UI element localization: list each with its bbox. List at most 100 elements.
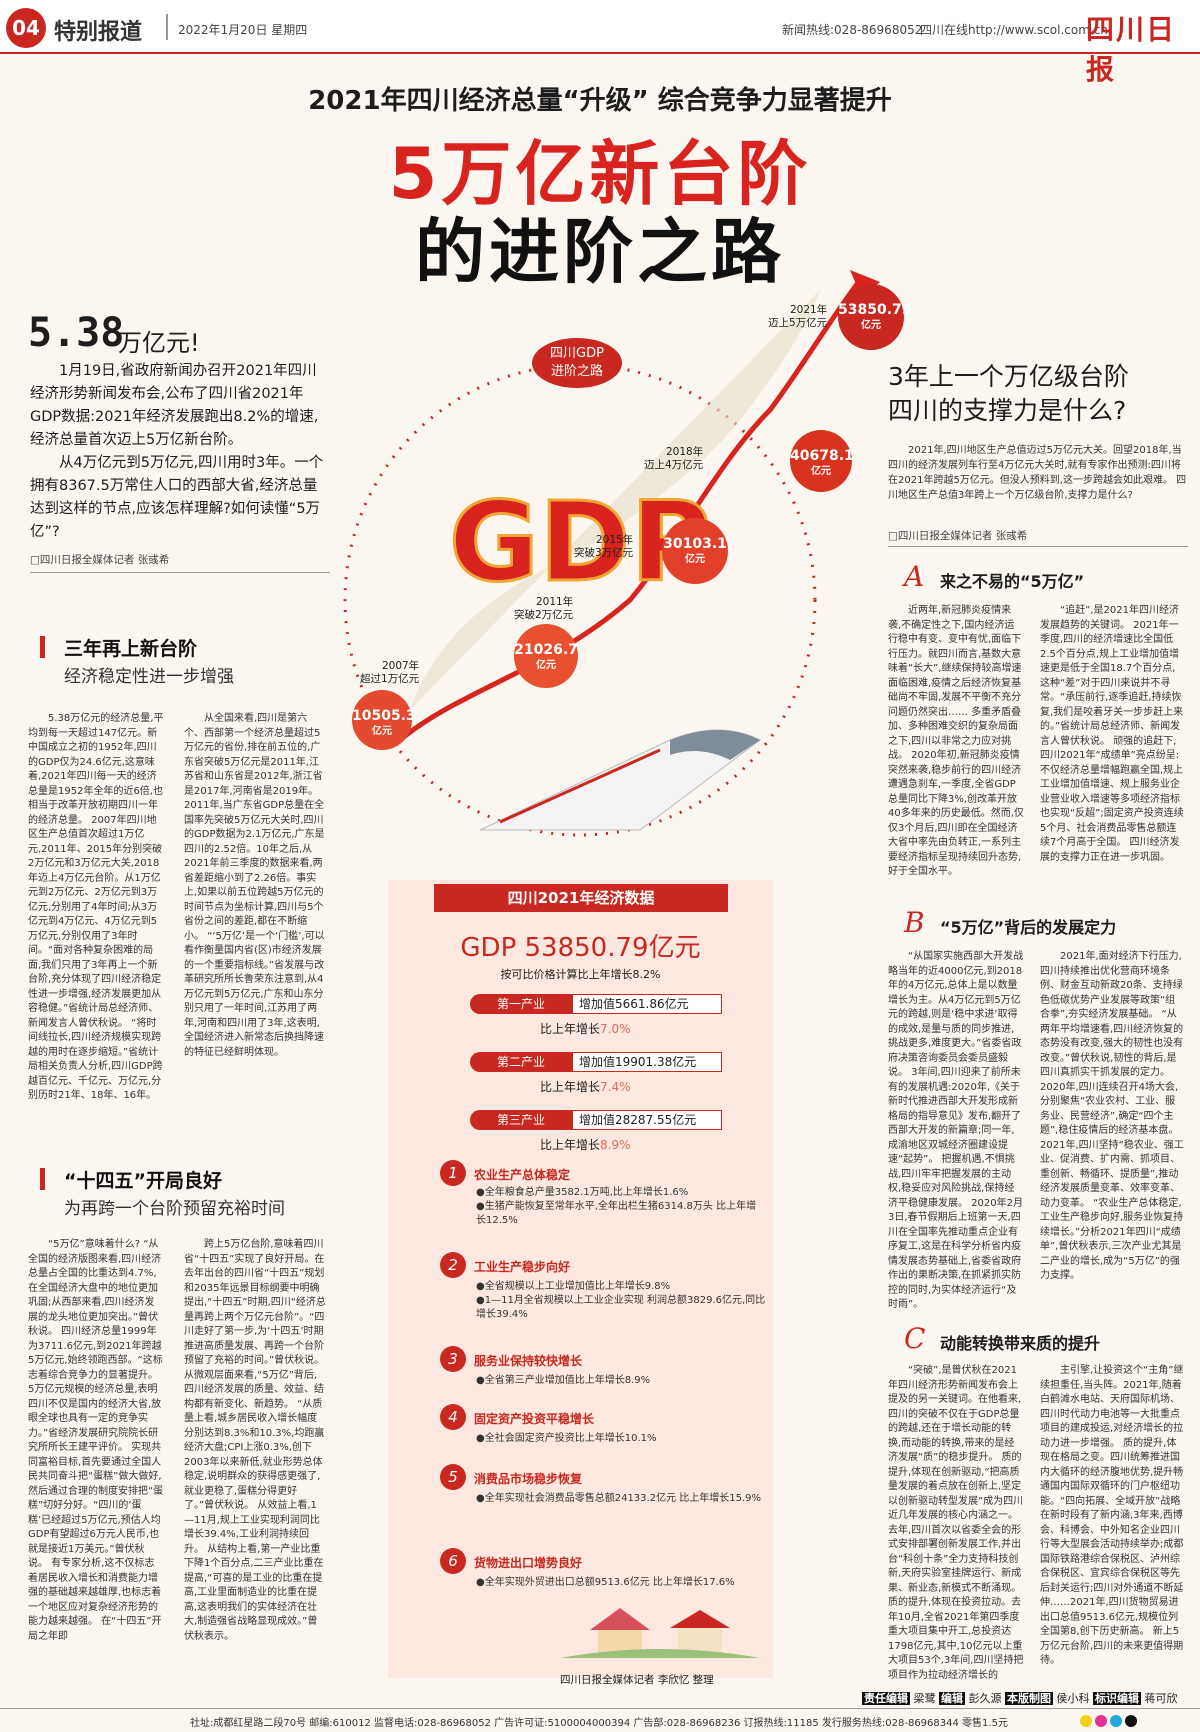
milestone-bubble-2011: 21026.7 亿元 (514, 624, 578, 688)
section2-subtitle: 为再跨一个台阶预留充裕时间 (64, 1199, 285, 1219)
milestone-note: 迈上5万亿元 (768, 317, 828, 329)
milestone-year: 2007年 (381, 660, 420, 672)
milestone-year: 2011年 (535, 596, 574, 608)
milestone-note: 迈上4万亿元 (644, 459, 704, 471)
section-letter-b: B (904, 906, 925, 939)
milestone-2018: 2018年 迈上4万亿元 (644, 446, 703, 472)
milestone-year: 2015年 (595, 534, 634, 546)
lead-p2: 从4万亿元到5万亿元,四川用时3年。一个拥有8367.5万常住人口的西部大省,经… (30, 455, 324, 540)
industry-label-tertiary: 第三产业 (470, 1110, 572, 1130)
divider (166, 14, 168, 40)
milestone-2007: 2007年 超过1万亿元 (360, 660, 419, 686)
industry-label-secondary: 第二产业 (470, 1052, 572, 1072)
section1-column-a: 5.38万亿元的经济总量,平均到每一天超过147亿元。新中国成立之初的1952年… (28, 713, 164, 1101)
item-body: ●全年粮食总产量3582.1万吨,比上年增长1.6% ●生猪产能恢复至常年水平,全… (476, 1187, 757, 1226)
item-number-6: 6 (440, 1548, 466, 1574)
main-title-line1: 5万亿新台阶 (388, 133, 812, 215)
divider (30, 572, 330, 573)
milestone-2015: 2015年 突破3万亿元 (574, 534, 633, 560)
section-name: 特别报道 (54, 20, 143, 45)
milestone-note: 超过1万亿元 (360, 673, 420, 685)
section2-column-a: “5万亿”意味着什么? “从全国的经济版图来看,四川经济总量占全国的比重达到4.… (28, 1239, 164, 1642)
milestone-note: 突破2万亿元 (514, 609, 574, 621)
gdp-path-tag: 四川GDP 进阶之路 (532, 338, 622, 388)
main-title-line2: 的进阶之路 (415, 211, 785, 293)
tag-line1: 四川GDP (550, 346, 604, 361)
milestone-bubble-2021: 53850.79 亿元 (838, 284, 912, 350)
news-hotline: 新闻热线:028-86968052 (782, 23, 923, 37)
item-title: 固定资产投资平稳增长 (474, 1412, 595, 1426)
industry-growth-tertiary: 比上年增长8.9% (540, 1138, 631, 1152)
train-icon (479, 729, 761, 831)
section-a-title: 来之不易的“5万亿” (940, 572, 1085, 591)
section-b-column2: 2021年,面对经济下行压力,四川持续推出优化营商环境条例、财金互动新政20条、… (1040, 951, 1184, 1281)
right-intro: 2021年,四川地区生产总值迈过5万亿元大关。回望2018年,当四川的经济发展列… (888, 445, 1187, 501)
section-marker (40, 636, 45, 658)
section-a-column1: 近两年,新冠肺炎疫情来袭,不确定性之下,国内经济运行稳中有变、变中有忧,面临下行… (888, 605, 1024, 877)
sichuan-map-shape (410, 290, 820, 710)
item-number-2: 2 (440, 1252, 466, 1278)
milestone-year: 2018年 (665, 446, 704, 458)
masthead-bar (0, 0, 1200, 54)
item-number-1: 1 (440, 1160, 466, 1186)
section2-title: “十四五”开局良好 (64, 1170, 222, 1192)
section-c-column2: 主引擎,让投资这个“主角”继续担重任,当头阵。2021年,随着白鹤滩水电站、天府… (1040, 1365, 1184, 1666)
newspaper-logo: 四川日报 (1086, 13, 1177, 86)
gdp-growth: 按可比价格计算比上年增长8.2% (500, 968, 661, 981)
right-title-line1: 3年上一个万亿级台阶 (888, 362, 1129, 391)
divider (888, 546, 1188, 547)
industry-growth-primary: 比上年增长7.0% (540, 1022, 631, 1036)
page-number: 04 (6, 8, 46, 48)
data-panel-credit: 四川日报全媒体记者 李欣忆 整理 (560, 1674, 714, 1686)
milestone-bubble-2007: 10505.3 亿元 (352, 690, 416, 750)
website-link[interactable]: 四川在线http://www.scol.com.cn (920, 23, 1108, 37)
right-headline: 3年上一个万亿级台阶 四川的支撑力是什么? (888, 360, 1188, 428)
industry-label-primary: 第一产业 (470, 994, 572, 1014)
right-title-line2: 四川的支撑力是什么? (888, 396, 1127, 425)
section-b-title: “5万亿”背后的发展定力 (940, 918, 1117, 937)
lead-byline: □四川日报全媒体记者 张彧希 (30, 554, 170, 566)
print-color-marks (1080, 1712, 1140, 1731)
section-c-column1: “突破”,是曾伏秋在2021年四川经济形势新闻发布会上提及的另一关键词。在他看来… (888, 1365, 1024, 1681)
milestone-bubble-2018: 40678.1 亿元 (790, 430, 854, 492)
dotted-ring (343, 363, 817, 837)
item-title: 消费品市场稳步恢复 (474, 1472, 583, 1486)
section2-column-b: 跨上5万亿台阶,意味着四川省“十四五”实现了良好开局。在去年出台的四川省“十四五… (184, 1239, 326, 1642)
tag-line2: 进阶之路 (550, 364, 603, 379)
section1-title: 三年再上新台阶 (64, 638, 198, 660)
kicker-headline: 2021年四川经济总量“升级” 综合竞争力显著提升 (308, 86, 892, 116)
section-letter-c: C (904, 1322, 926, 1355)
right-byline: □四川日报全媒体记者 张彧希 (888, 530, 1028, 542)
gdp-total: GDP 53850.79亿元 (460, 933, 701, 963)
item-number-3: 3 (440, 1346, 466, 1372)
gdp-growth-graphic: GDP (343, 270, 880, 837)
item-title: 工业生产稳步向好 (474, 1260, 571, 1274)
footer-info: 社址:成都红星路二段70号 邮编:610012 监督电话:028-8696805… (0, 1708, 1200, 1732)
lead-unit: 万亿元! (118, 329, 200, 357)
item-title: 货物进出口增势良好 (474, 1556, 583, 1570)
industry-value-primary: 增加值5661.86亿元 (572, 994, 722, 1014)
item-body: ●全年实现社会消费品零售总额24133.2亿元 比上年增长15.9% (476, 1493, 762, 1504)
section1-subtitle: 经济稳定性进一步增强 (64, 667, 234, 687)
milestone-note: 突破3万亿元 (574, 547, 634, 559)
editors-line: 责任编辑 梁鹭 编辑 彭久源 本版制图 侯小科 标识编辑 蒋可欣 (862, 1692, 1178, 1705)
section1-column-b: 从全国来看,四川是第六个、西部第一个经济总量超过5万亿元的省份,排在前五位的,广… (184, 713, 325, 1058)
item-body: ●全年实现外贸进出口总额9513.6亿元 比上年增长17.6% (476, 1577, 735, 1588)
section-c-title: 动能转换带来质的提升 (940, 1334, 1101, 1353)
milestone-bubble-2015: 30103.1 亿元 (662, 518, 728, 584)
item-number-4: 4 (440, 1404, 466, 1430)
house-illustration (560, 1608, 760, 1658)
lead-p1: 1月19日,省政府新闻办召开2021年四川经济形势新闻发布会,公布了四川省202… (30, 363, 319, 448)
issue-date: 2022年1月20日 星期四 (178, 23, 308, 37)
lead-paragraphs: 1月19日,省政府新闻办召开2021年四川经济形势新闻发布会,公布了四川省202… (30, 360, 330, 544)
industry-value-secondary: 增加值19901.38亿元 (572, 1052, 722, 1072)
section-marker (40, 1168, 45, 1190)
section-letter-a: A (904, 560, 925, 593)
item-title: 农业生产总体稳定 (474, 1168, 571, 1182)
industry-value-tertiary: 增加值28287.55亿元 (572, 1110, 722, 1130)
milestone-2011: 2011年 突破2万亿元 (514, 596, 573, 622)
industry-growth-secondary: 比上年增长7.4% (540, 1080, 631, 1094)
data-panel-title: 四川2021年经济数据 (434, 884, 728, 912)
item-number-5: 5 (440, 1464, 466, 1490)
section-b-column1: “从国家实施西部大开发战略当年的近4000亿元,到2018年的4万亿元,总体上是… (888, 951, 1024, 1310)
